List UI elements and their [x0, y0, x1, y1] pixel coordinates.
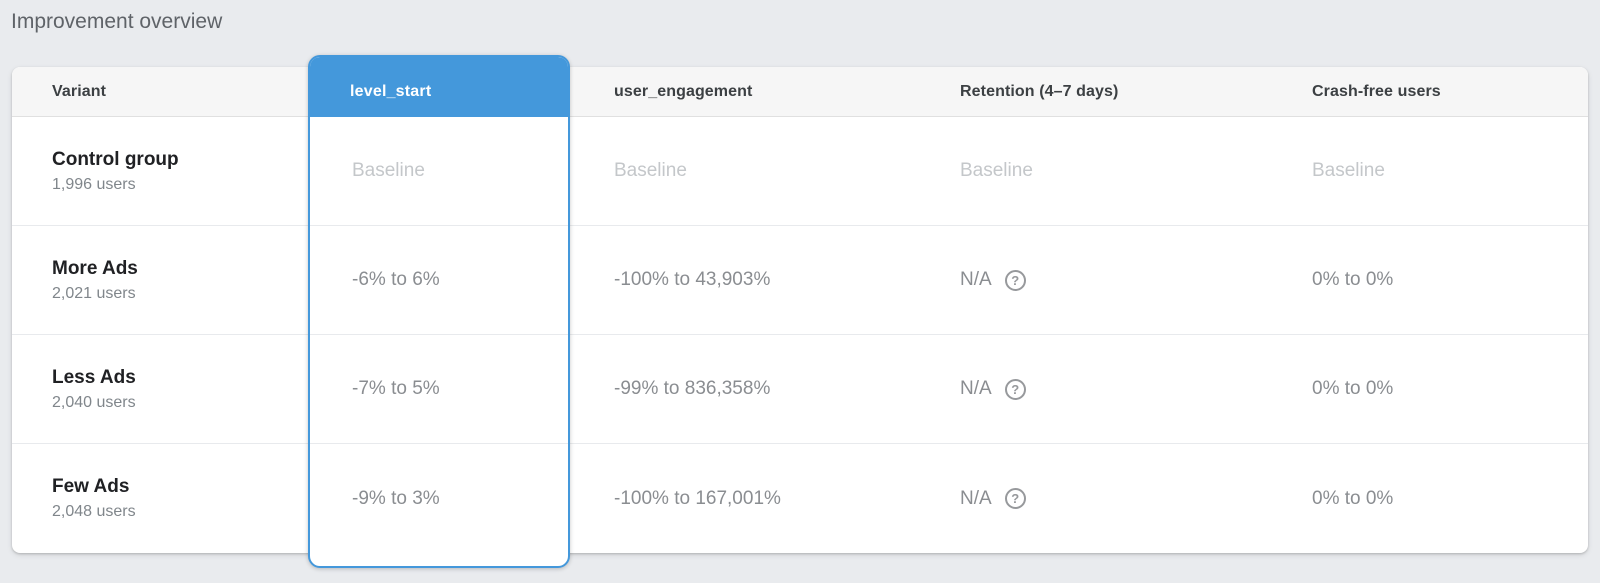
table-row-control-group: Control group 1,996 users Baseline Basel…	[12, 117, 1588, 226]
selected-metric-column-panel: level_start Baseline -6% to 6% -7% to 5%…	[308, 55, 570, 568]
help-icon[interactable]: ?	[1004, 269, 1026, 291]
help-icon[interactable]: ?	[1004, 488, 1026, 509]
variant-user-count: 2,040 users	[52, 393, 136, 411]
column-header-crash-free[interactable]: Crash-free users	[1312, 82, 1441, 100]
variant-cell: More Ads 2,021 users	[12, 226, 308, 334]
variant-cell: Control group 1,996 users	[12, 117, 308, 225]
user-engagement-cell: Baseline	[614, 160, 687, 181]
help-icon[interactable]: ?	[1004, 378, 1026, 400]
crash-free-cell: 0% to 0%	[1312, 378, 1394, 399]
retention-value: N/A	[960, 269, 992, 290]
variant-cell: Few Ads 2,048 users	[12, 444, 308, 553]
crash-free-cell: 0% to 0%	[1312, 269, 1394, 290]
table-row-more-ads: More Ads 2,021 users -100% to 43,903% N/…	[12, 226, 1588, 335]
column-header-retention[interactable]: Retention (4–7 days)	[960, 82, 1119, 100]
user-engagement-cell: -100% to 167,001%	[614, 487, 781, 509]
crash-free-cell: 0% to 0%	[1312, 487, 1394, 509]
variant-user-count: 1,996 users	[52, 175, 136, 193]
variant-name: Less Ads	[52, 366, 136, 388]
variant-name: Few Ads	[52, 476, 130, 497]
variant-name: More Ads	[52, 257, 138, 279]
column-header-variant: Variant	[52, 82, 107, 100]
table-row-less-ads: Less Ads 2,040 users -99% to 836,358% N/…	[12, 335, 1588, 444]
retention-cell: N/A ?	[916, 335, 1272, 443]
retention-cell: Baseline	[960, 160, 1033, 181]
crash-free-cell: Baseline	[1312, 160, 1385, 181]
selected-metric-column-header[interactable]: level_start	[310, 57, 568, 117]
variant-user-count: 2,048 users	[52, 503, 136, 520]
page-title: Improvement overview	[11, 10, 223, 33]
variant-cell: Less Ads 2,040 users	[12, 335, 308, 443]
improvement-table-card: Variant user_engagement Retention (4–7 d…	[12, 67, 1588, 553]
level-start-cell: -9% to 3%	[352, 487, 440, 509]
level-start-cell: Baseline	[310, 117, 568, 226]
retention-value: N/A	[960, 378, 992, 399]
table-header-row: Variant user_engagement Retention (4–7 d…	[12, 67, 1588, 117]
column-header-user-engagement[interactable]: user_engagement	[614, 82, 753, 100]
retention-cell: N/A ?	[916, 444, 1272, 553]
variant-user-count: 2,021 users	[52, 284, 136, 302]
improvement-overview-section: Variant user_engagement Retention (4–7 d…	[12, 55, 1588, 568]
retention-value: N/A	[960, 487, 992, 509]
retention-cell: N/A ?	[916, 226, 1272, 334]
level-start-cell: -6% to 6%	[310, 226, 568, 335]
level-start-cell: -7% to 5%	[310, 335, 568, 444]
variant-name: Control group	[52, 148, 179, 170]
user-engagement-cell: -100% to 43,903%	[614, 269, 771, 290]
user-engagement-cell: -99% to 836,358%	[614, 378, 771, 399]
table-row-few-ads: Few Ads 2,048 users -100% to 167,001% N/…	[12, 444, 1588, 553]
